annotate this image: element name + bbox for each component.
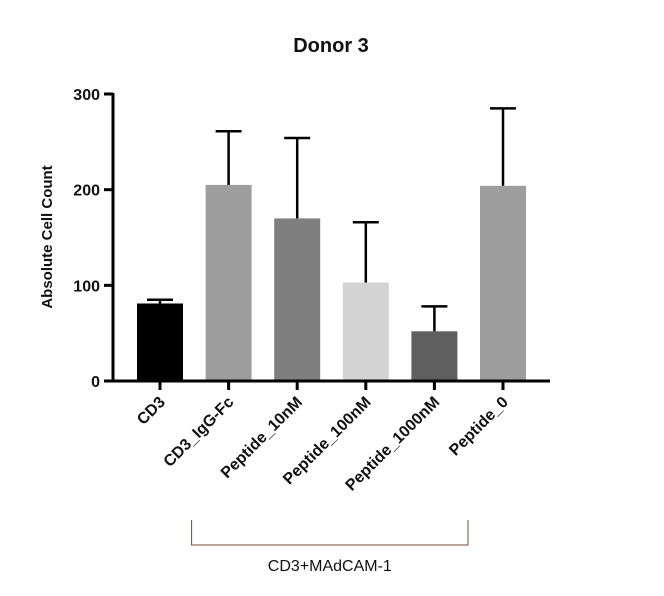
plot-area: 0100200300CD3CD3_IgG-FcPeptide_10nMPepti… <box>73 87 550 575</box>
y-tick-label: 0 <box>91 374 100 391</box>
y-tick-label: 200 <box>73 183 100 200</box>
category-label: CD3_IgG-Fc <box>161 394 238 471</box>
bar <box>411 331 458 381</box>
bar <box>342 282 389 381</box>
bar <box>480 185 526 381</box>
category-label: Peptide_0 <box>446 394 512 460</box>
category-label: CD3 <box>134 394 169 429</box>
y-tick-label: 100 <box>73 278 100 295</box>
bar <box>137 303 183 381</box>
bar <box>205 184 252 381</box>
group-bracket <box>191 520 469 546</box>
y-tick-label: 300 <box>73 87 100 104</box>
bar <box>274 218 321 381</box>
group-bracket-label: CD3+MAdCAM-1 <box>268 558 392 575</box>
chart-title: Donor 3 <box>293 35 369 57</box>
y-axis-label: Absolute Cell Count <box>39 165 56 308</box>
